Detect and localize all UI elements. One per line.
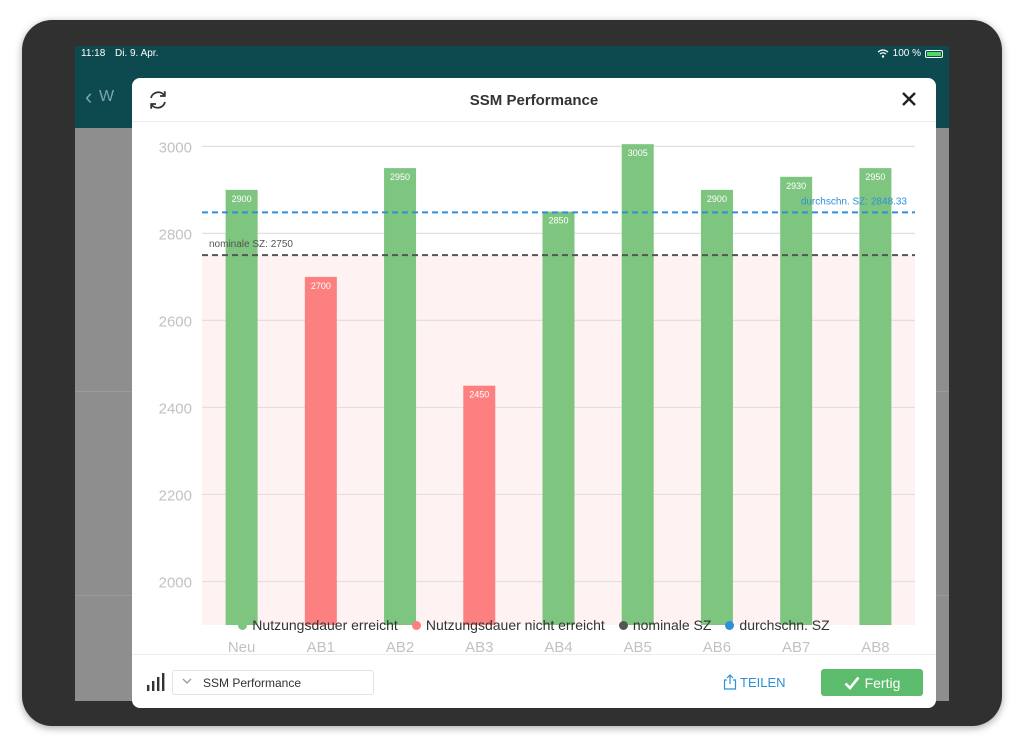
bar-chart-icon [147, 673, 165, 691]
close-icon[interactable] [898, 88, 920, 110]
back-chevron-icon[interactable]: ‹ [85, 84, 93, 109]
status-bar: 11:18 Di. 9. Apr. 100 % [75, 46, 949, 62]
chart-svg: 2000 2200 2400 2600 2800 3000 2900 Neu 2700 AB1 29… [159, 139, 915, 654]
status-date: Di. 9. Apr. [115, 48, 159, 59]
x-tick-label: AB7 [782, 639, 810, 654]
bar-value-label: 2950 [865, 172, 885, 182]
legend-dot [411, 620, 421, 630]
legend-label: Nutzungsdauer erreicht [252, 617, 398, 633]
modal-header: SSM Performance [132, 78, 936, 122]
performance-chart: 2000 2200 2400 2600 2800 3000 2900 Neu 2700 AB1 29… [132, 122, 936, 654]
bar-value-label: 3005 [628, 148, 648, 158]
chart-legend: Nutzungsdauer erreicht Nutzungsdauer nic… [132, 617, 936, 633]
modal-title: SSM Performance [469, 92, 599, 109]
status-indicators: 100 % [877, 48, 943, 59]
nominal-line-label: nominale SZ: 2750 [209, 239, 293, 250]
chart-bar [780, 176, 813, 626]
chevron-down-icon [182, 678, 192, 684]
share-label: TEILEN [740, 674, 786, 690]
x-tick-label: AB6 [703, 639, 731, 654]
modal-footer: SSM Performance TEILEN Fertig [132, 654, 936, 708]
done-label: Fertig [864, 674, 901, 691]
legend-item-average: durchschn. SZ [725, 617, 830, 633]
battery-percent: 100 % [892, 48, 921, 59]
select-value: SSM Performance [203, 676, 302, 690]
y-tick-label: 2000 [159, 574, 192, 591]
wifi-icon [877, 49, 889, 58]
chart-bar [304, 276, 337, 625]
legend-label: Nutzungsdauer nicht erreicht [425, 617, 605, 633]
y-tick-label: 3000 [159, 139, 192, 156]
x-tick-label: Neu [228, 639, 256, 654]
x-tick-label: AB3 [465, 639, 493, 654]
bar-value-label: 2950 [390, 172, 410, 182]
legend-item-achieved: Nutzungsdauer erreicht [238, 617, 398, 633]
status-time: 11:18 [81, 48, 106, 59]
y-tick-label: 2800 [159, 226, 192, 243]
chart-bar [463, 385, 496, 625]
x-tick-label: AB4 [544, 639, 572, 654]
share-button[interactable]: TEILEN [723, 672, 786, 692]
bar-value-label: 2850 [548, 216, 568, 226]
bar-value-label: 2700 [311, 281, 331, 291]
average-line-label: durchschn. SZ: 2848.33 [801, 196, 908, 207]
done-button[interactable]: Fertig [821, 669, 923, 696]
legend-label: durchschn. SZ [739, 617, 830, 633]
chart-type-select[interactable]: SSM Performance [172, 670, 374, 695]
legend-item-nominal: nominale SZ [618, 617, 712, 633]
y-tick-label: 2200 [159, 487, 192, 504]
chart-bar [621, 144, 654, 626]
legend-dot [725, 620, 735, 630]
legend-label: nominale SZ [632, 617, 712, 633]
x-tick-label: AB8 [861, 639, 889, 654]
share-icon [723, 674, 737, 690]
checkmark-icon [844, 676, 860, 690]
x-tick-label: AB2 [386, 639, 414, 654]
chart-bar [225, 189, 258, 625]
chart-bar [384, 168, 417, 626]
bar-value-label: 2900 [707, 194, 727, 204]
legend-item-not-achieved: Nutzungsdauer nicht erreicht [411, 617, 605, 633]
legend-dot [618, 620, 628, 630]
chart-bar [700, 189, 733, 625]
legend-dot [238, 620, 248, 630]
bar-value-label: 2900 [232, 194, 252, 204]
bar-value-label: 2930 [786, 181, 806, 191]
back-label[interactable]: W [99, 88, 115, 105]
x-tick-label: AB1 [307, 639, 335, 654]
tablet-frame: 11:18 Di. 9. Apr. 100 % ‹ W ↻ [22, 20, 1002, 726]
refresh-icon[interactable] [146, 88, 170, 112]
chart-bar [859, 168, 892, 626]
y-tick-label: 2400 [159, 400, 192, 417]
y-tick-label: 2600 [159, 313, 192, 330]
battery-icon [925, 49, 943, 58]
chart-modal: SSM Performance 2000 2200 2400 2600 2800 3000… [132, 78, 936, 708]
x-tick-label: AB5 [624, 639, 652, 654]
bar-value-label: 2450 [469, 390, 489, 400]
chart-bar [542, 211, 575, 625]
